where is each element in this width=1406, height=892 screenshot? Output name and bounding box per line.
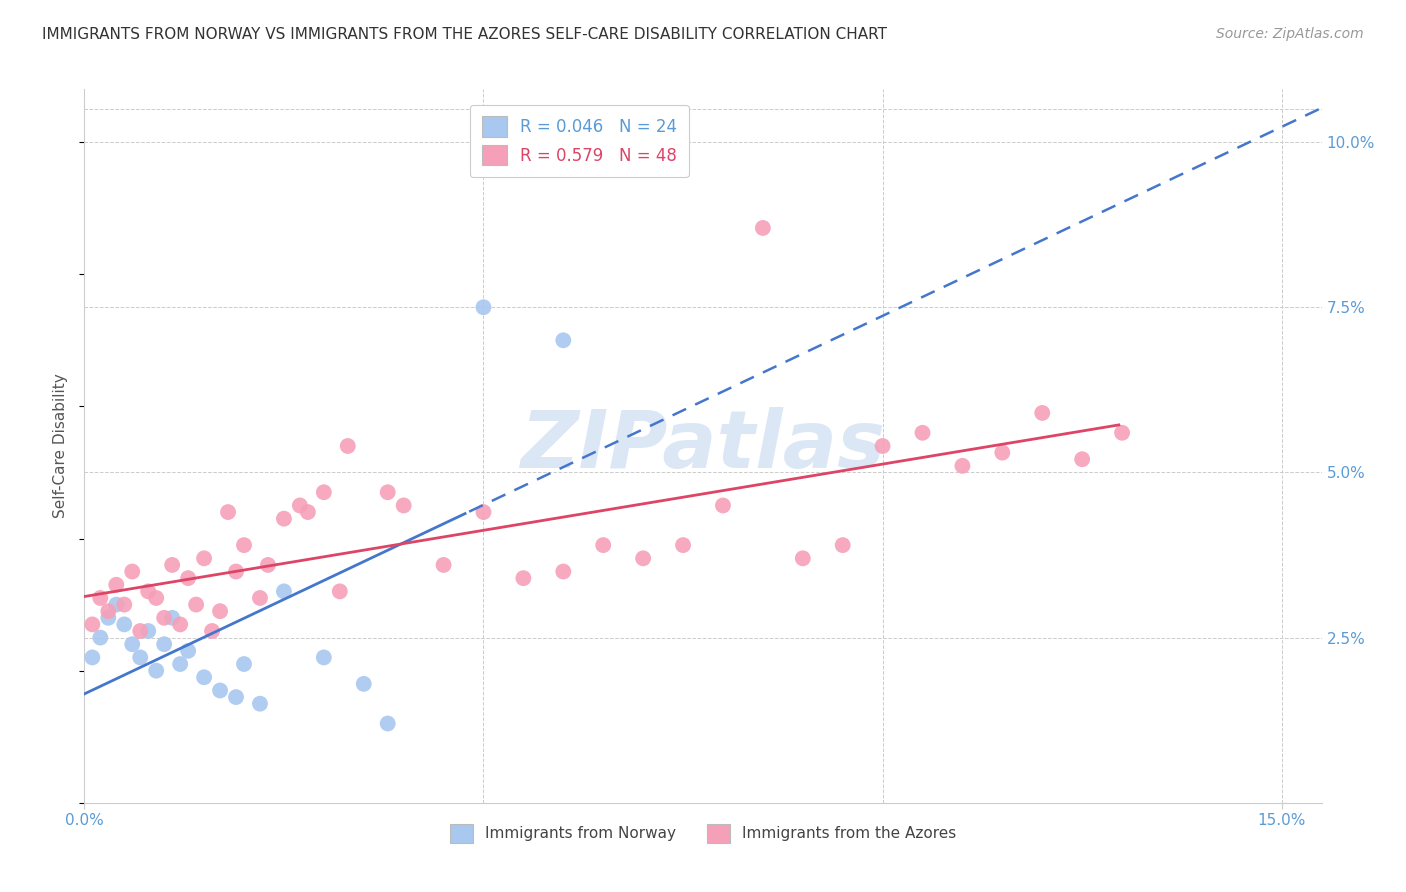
Point [193, 551, 215, 566]
Text: ZIPatlas: ZIPatlas [520, 407, 886, 485]
Point [89, 591, 111, 605]
Point [201, 624, 224, 638]
Y-axis label: Self-Care Disability: Self-Care Disability [53, 374, 69, 518]
Point [432, 558, 454, 572]
Point [1031, 406, 1053, 420]
Legend: Immigrants from Norway, Immigrants from the Azores: Immigrants from Norway, Immigrants from … [444, 818, 962, 848]
Point [184, 598, 207, 612]
Point [209, 683, 232, 698]
Point [209, 604, 232, 618]
Point [89, 631, 111, 645]
Point [129, 650, 152, 665]
Point [177, 644, 200, 658]
Point [112, 598, 135, 612]
Point [105, 578, 128, 592]
Point [592, 538, 614, 552]
Point [288, 499, 311, 513]
Point [82, 650, 104, 665]
Text: IMMIGRANTS FROM NORWAY VS IMMIGRANTS FROM THE AZORES SELF-CARE DISABILITY CORREL: IMMIGRANTS FROM NORWAY VS IMMIGRANTS FRO… [42, 27, 887, 42]
Point [249, 591, 271, 605]
Point [169, 657, 191, 671]
Point [145, 664, 167, 678]
Point [121, 637, 143, 651]
Point [472, 300, 495, 314]
Point [136, 584, 159, 599]
Point [233, 538, 256, 552]
Point [512, 571, 534, 585]
Point [553, 565, 575, 579]
Point [792, 551, 814, 566]
Point [233, 657, 256, 671]
Point [831, 538, 853, 552]
Point [377, 485, 399, 500]
Point [952, 458, 974, 473]
Point [193, 670, 215, 684]
Point [711, 499, 734, 513]
Point [1071, 452, 1094, 467]
Point [160, 611, 183, 625]
Point [257, 558, 280, 572]
Point [297, 505, 319, 519]
Point [249, 697, 271, 711]
Point [353, 677, 375, 691]
Point [160, 558, 183, 572]
Point [392, 499, 415, 513]
Point [121, 565, 143, 579]
Point [105, 598, 128, 612]
Point [312, 485, 335, 500]
Point [169, 617, 191, 632]
Point [225, 690, 247, 704]
Point [217, 505, 239, 519]
Point [991, 445, 1014, 459]
Point [336, 439, 359, 453]
Point [145, 591, 167, 605]
Point [177, 571, 200, 585]
Point [752, 221, 775, 235]
Point [112, 617, 135, 632]
Point [136, 624, 159, 638]
Point [273, 511, 295, 525]
Point [273, 584, 295, 599]
Point [911, 425, 934, 440]
Point [97, 611, 120, 625]
Point [312, 650, 335, 665]
Point [672, 538, 695, 552]
Point [225, 565, 247, 579]
Point [472, 505, 495, 519]
Point [377, 716, 399, 731]
Point [553, 333, 575, 347]
Point [97, 604, 120, 618]
Point [153, 637, 176, 651]
Text: Source: ZipAtlas.com: Source: ZipAtlas.com [1216, 27, 1364, 41]
Point [82, 617, 104, 632]
Point [329, 584, 352, 599]
Point [872, 439, 894, 453]
Point [631, 551, 654, 566]
Point [153, 611, 176, 625]
Point [129, 624, 152, 638]
Point [1111, 425, 1133, 440]
